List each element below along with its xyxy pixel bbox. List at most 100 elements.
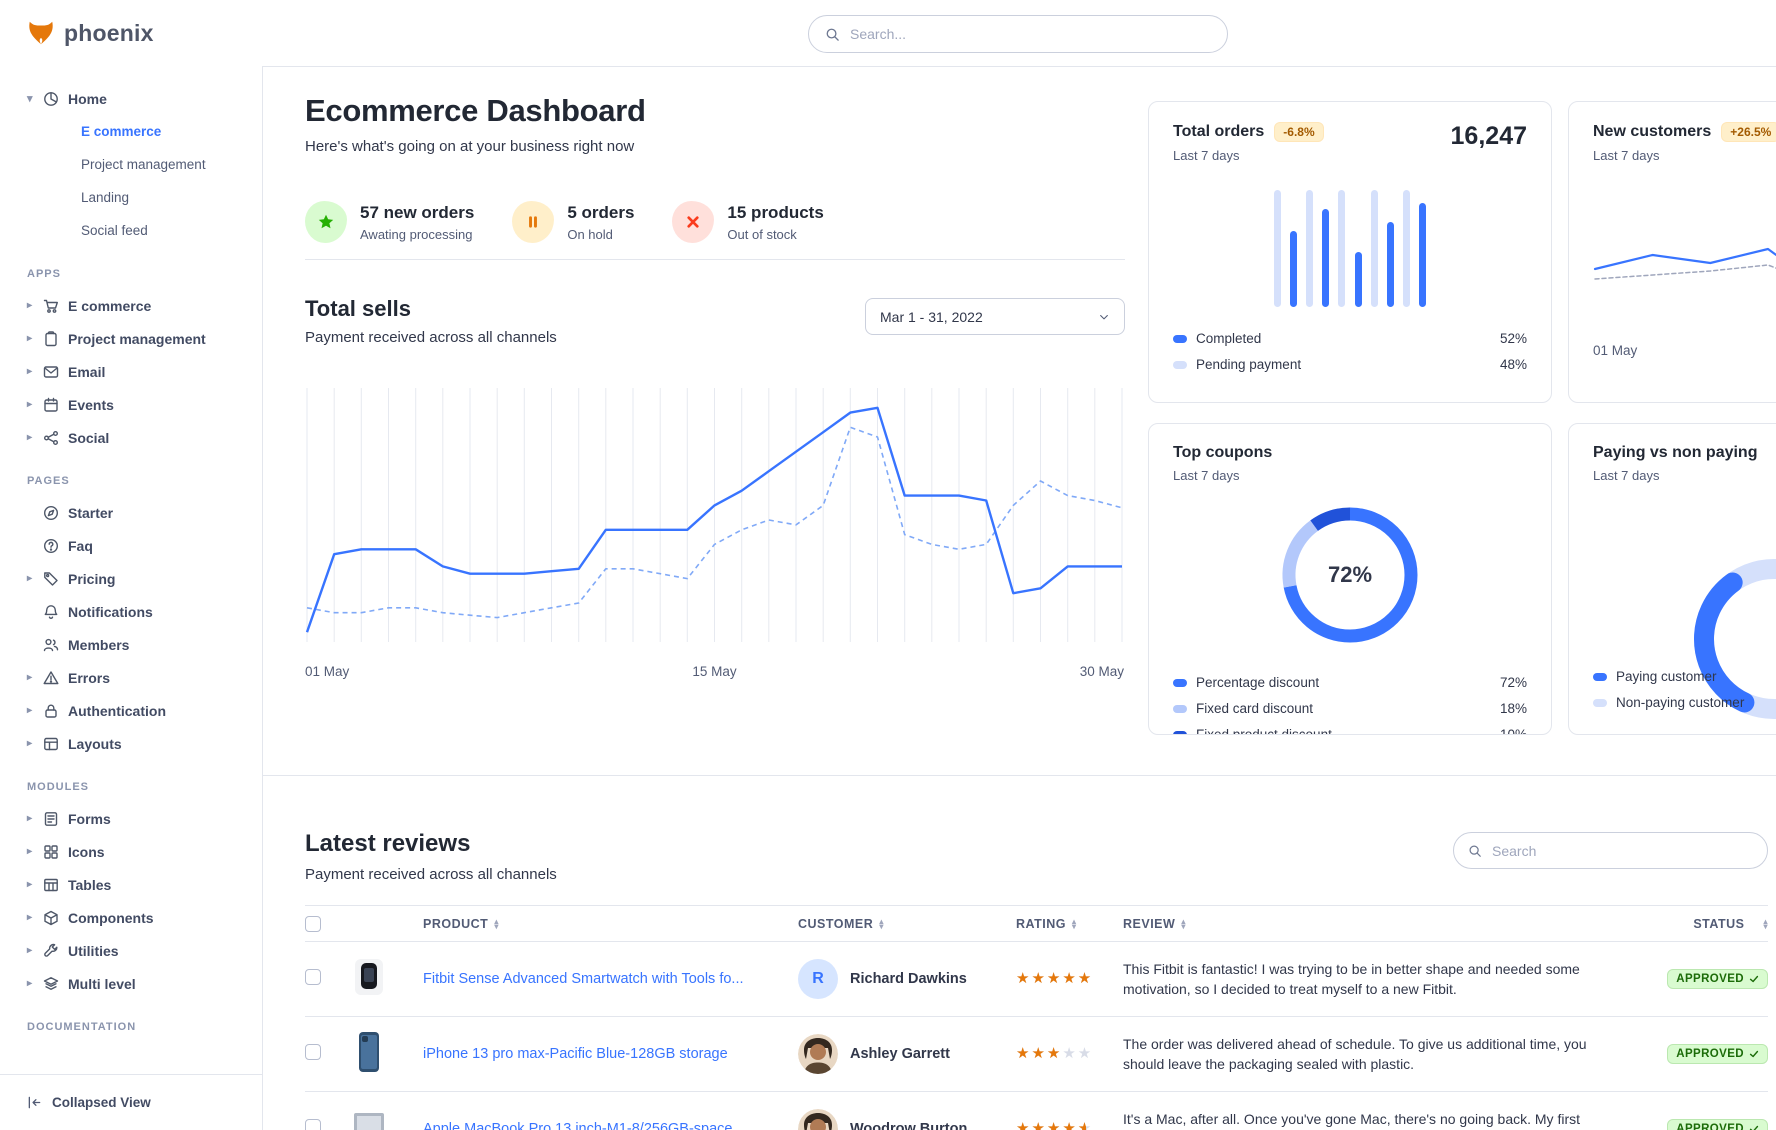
- customer-column-header: CUSTOMER ▴ ▾: [798, 916, 884, 931]
- sidebar-item-utilities[interactable]: ▸ Utilities: [0, 934, 262, 967]
- sort-icon[interactable]: ▴ ▾: [1181, 916, 1186, 931]
- sidebar-item-label: Members: [68, 636, 130, 653]
- total-sells-line-chart: [305, 388, 1123, 642]
- bar: [1386, 221, 1394, 307]
- global-search-input[interactable]: [850, 26, 1211, 42]
- sort-icon[interactable]: ▴ ▾: [1072, 916, 1077, 931]
- star-icon: [305, 201, 347, 243]
- bar: [1402, 189, 1410, 307]
- reviews-search[interactable]: [1453, 832, 1768, 869]
- sidebar-item-social[interactable]: ▸ Social: [0, 421, 262, 454]
- review-column-header: REVIEW ▴ ▾: [1123, 916, 1186, 931]
- sidebar-item-members[interactable]: Members: [0, 628, 262, 661]
- legend-label: Pending payment: [1196, 357, 1302, 372]
- row-checkbox[interactable]: [305, 1044, 321, 1060]
- global-search[interactable]: [808, 15, 1228, 53]
- legend-swatch: [1173, 730, 1187, 734]
- sidebar-item-label: Multi level: [68, 975, 136, 992]
- sidebar-item-home[interactable]: ▾ Home: [0, 82, 262, 115]
- caret-right-icon: ▸: [27, 978, 33, 989]
- sidebar-item-authentication[interactable]: ▸ Authentication: [0, 694, 262, 727]
- sidebar-item-errors[interactable]: ▸ Errors: [0, 661, 262, 694]
- legend-item: Fixed product discount 10%: [1173, 727, 1527, 735]
- wrench-icon: [43, 943, 59, 959]
- new-customers-period: Last 7 days: [1593, 148, 1660, 163]
- sidebar-item-pricing[interactable]: ▸ Pricing: [0, 562, 262, 595]
- warning-triangle-icon: [43, 670, 59, 686]
- select-all-checkbox[interactable]: [305, 915, 321, 932]
- legend-swatch: [1593, 672, 1607, 681]
- sidebar-item-multi-level[interactable]: ▸ Multi level: [0, 967, 262, 1000]
- product-thumbnail[interactable]: [345, 1028, 393, 1076]
- dashboard-left-column: Ecommerce Dashboard Here's what's going …: [305, 93, 1125, 679]
- brand[interactable]: phoenix: [0, 18, 154, 48]
- product-link[interactable]: iPhone 13 pro max-Pacific Blue-128GB sto…: [423, 1046, 728, 1062]
- sidebar-item-label: Starter: [68, 504, 114, 521]
- product-link[interactable]: Fitbit Sense Advanced Smartwatch with To…: [423, 971, 744, 987]
- sort-icon[interactable]: ▴ ▾: [879, 916, 884, 931]
- sort-icon[interactable]: ▴ ▾: [494, 916, 499, 931]
- row-checkbox[interactable]: [305, 969, 321, 985]
- x-mark-icon: [672, 201, 715, 243]
- legend-label: Fixed product discount: [1196, 727, 1332, 735]
- bar: [1354, 252, 1362, 307]
- sidebar-item-events[interactable]: ▸ Events: [0, 388, 262, 421]
- sidebar-item-tables[interactable]: ▸ Tables: [0, 868, 262, 901]
- users-icon: [43, 637, 59, 653]
- new-customers-title: New customers: [1593, 123, 1712, 140]
- new-customers-change-badge: +26.5%: [1721, 122, 1776, 142]
- legend-label: Percentage discount: [1196, 675, 1320, 690]
- review-text: This Fitbit is fantastic! I was trying t…: [1123, 960, 1580, 997]
- sidebar-item-label: Home: [68, 90, 107, 107]
- product-link[interactable]: Apple MacBook Pro 13 inch-M1-8/256GB-spa…: [423, 1121, 733, 1130]
- sidebar-item-faq[interactable]: Faq: [0, 529, 262, 562]
- customer-name: Ashley Garrett: [850, 1046, 950, 1062]
- top-coupons-donut-chart: 72%: [1274, 499, 1426, 651]
- sidebar-item-icons[interactable]: ▸ Icons: [0, 835, 262, 868]
- sidebar-item-e-commerce[interactable]: E commerce: [81, 124, 162, 139]
- pause-icon: [512, 201, 555, 243]
- new-customers-line-chart: [1593, 247, 1776, 280]
- sidebar-item-starter[interactable]: Starter: [0, 496, 262, 529]
- sidebar-section-modules: MODULES: [27, 781, 89, 793]
- total-orders-value: 16,247: [1450, 122, 1527, 150]
- paying-donut-chart: [1694, 559, 1776, 719]
- product-thumbnail[interactable]: [345, 1103, 393, 1130]
- sidebar-item-project-management[interactable]: Project management: [81, 157, 206, 172]
- form-icon: [43, 811, 59, 827]
- sidebar-item-e-commerce[interactable]: ▸ E commerce: [0, 289, 262, 322]
- sidebar-item-components[interactable]: ▸ Components: [0, 901, 262, 934]
- date-range-select[interactable]: Mar 1 - 31, 2022: [865, 298, 1125, 335]
- legend-item: Paying customer: [1593, 669, 1744, 684]
- sort-icon[interactable]: ▴ ▾: [1763, 916, 1768, 931]
- sidebar-item-layouts[interactable]: ▸ Layouts: [0, 727, 262, 760]
- sidebar-item-email[interactable]: ▸ Email: [0, 355, 262, 388]
- caret-right-icon: ▸: [27, 813, 33, 824]
- cart-icon: [43, 298, 59, 314]
- reviews-table-body: Fitbit Sense Advanced Smartwatch with To…: [305, 942, 1768, 1130]
- sidebar-collapse-toggle[interactable]: Collapsed View: [0, 1074, 262, 1130]
- dashboard-hero-section: Ecommerce Dashboard Here's what's going …: [263, 67, 1776, 776]
- caret-right-icon: ▸: [27, 333, 33, 344]
- rating-stars: ★★★★★★★★★★: [1016, 1120, 1094, 1130]
- sidebar-item-notifications[interactable]: Notifications: [0, 595, 262, 628]
- status-badge: APPROVED: [1667, 1044, 1768, 1064]
- legend-label: Completed: [1196, 331, 1262, 346]
- sidebar-item-label: Forms: [68, 810, 111, 827]
- review-text: It's a Mac, after all. Once you've gone …: [1123, 1110, 1581, 1127]
- sidebar-item-project-management[interactable]: ▸ Project management: [0, 322, 262, 355]
- top-coupons-title: Top coupons: [1173, 444, 1273, 461]
- sidebar-item-social-feed[interactable]: Social feed: [81, 223, 148, 238]
- sidebar-item-label: Components: [68, 909, 154, 926]
- reviews-search-input[interactable]: [1492, 842, 1753, 859]
- product-thumbnail[interactable]: [345, 953, 393, 1001]
- sidebar-item-label: Email: [68, 363, 106, 380]
- row-checkbox[interactable]: [305, 1119, 321, 1130]
- bar: [1306, 189, 1314, 307]
- top-header: phoenix: [0, 0, 1776, 66]
- sidebar-item-forms[interactable]: ▸ Forms: [0, 802, 262, 835]
- total-orders-legend: Completed 52% Pending payment 48%: [1173, 331, 1527, 372]
- envelope-icon: [43, 364, 59, 380]
- sidebar-item-landing[interactable]: Landing: [81, 190, 130, 205]
